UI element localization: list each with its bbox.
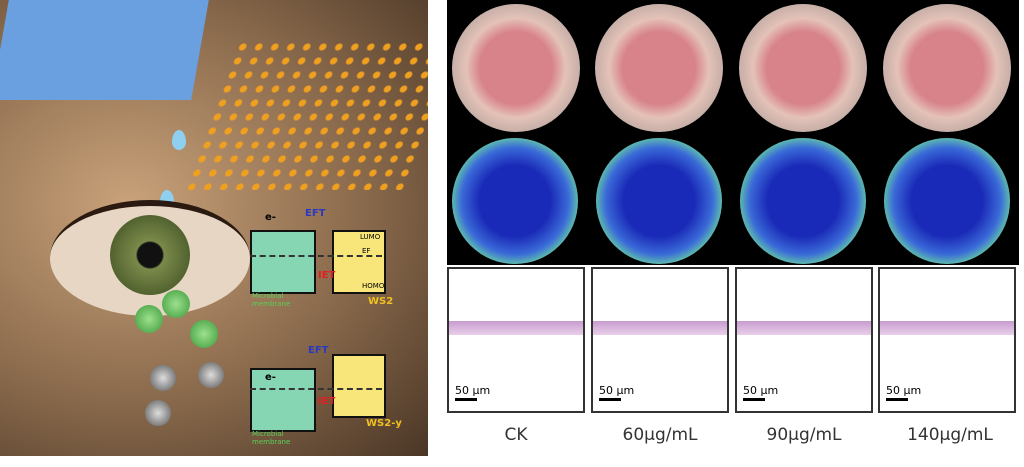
dropper-bottle — [0, 0, 209, 100]
scale-bar-label: 50 µm — [743, 384, 779, 397]
eye-photo — [595, 4, 723, 132]
scale-bar-label: 50 µm — [599, 384, 635, 397]
iet-label: IET — [318, 270, 336, 281]
bacterium — [162, 290, 190, 318]
column-label: CK — [504, 425, 528, 445]
scale-bar-label: 50 µm — [455, 384, 491, 397]
dead-bacterium — [150, 365, 176, 391]
column-label: 90µg/mL — [766, 425, 842, 445]
droplet — [172, 130, 186, 150]
eft-label: EFT — [305, 208, 326, 219]
lumo-label: LUMO — [360, 233, 381, 241]
material-label: WS2 — [368, 296, 394, 307]
membrane-label: Microbial membrane — [252, 292, 291, 308]
ws2-lattice — [182, 40, 428, 190]
fluorescein-photo — [884, 138, 1010, 264]
eye-photo — [739, 4, 867, 132]
fluorescein-photo — [452, 138, 578, 264]
illustration: EFT e- IET LUMO EF HOMO Microbial membra… — [0, 0, 428, 456]
material-label: WS2-y — [366, 418, 402, 429]
homo-label: HOMO — [362, 282, 385, 290]
scale-bar-label: 50 µm — [886, 384, 922, 397]
membrane-label: Microbial membrane — [252, 430, 291, 446]
fermi-label: EF — [362, 247, 371, 255]
histology-panel: 50 µm — [878, 267, 1016, 413]
fluorescein-photo — [740, 138, 866, 264]
fluorescein-photo — [596, 138, 722, 264]
iris — [110, 215, 190, 295]
electron-label: e- — [265, 212, 276, 223]
eye-photo — [452, 4, 580, 132]
histology-panel: 50 µm — [591, 267, 729, 413]
electron-label: e- — [265, 372, 276, 383]
iet-label: IET — [318, 396, 336, 407]
histology-panel: 50 µm — [735, 267, 873, 413]
bacterium — [190, 320, 218, 348]
dead-bacterium — [198, 362, 224, 388]
dead-bacterium — [145, 400, 171, 426]
bacterium — [135, 305, 163, 333]
histology-panel: 50 µm — [447, 267, 585, 413]
column-label: 140µg/mL — [907, 425, 993, 445]
eye-photo — [883, 4, 1011, 132]
column-label: 60µg/mL — [622, 425, 698, 445]
eft-label: EFT — [308, 345, 329, 356]
